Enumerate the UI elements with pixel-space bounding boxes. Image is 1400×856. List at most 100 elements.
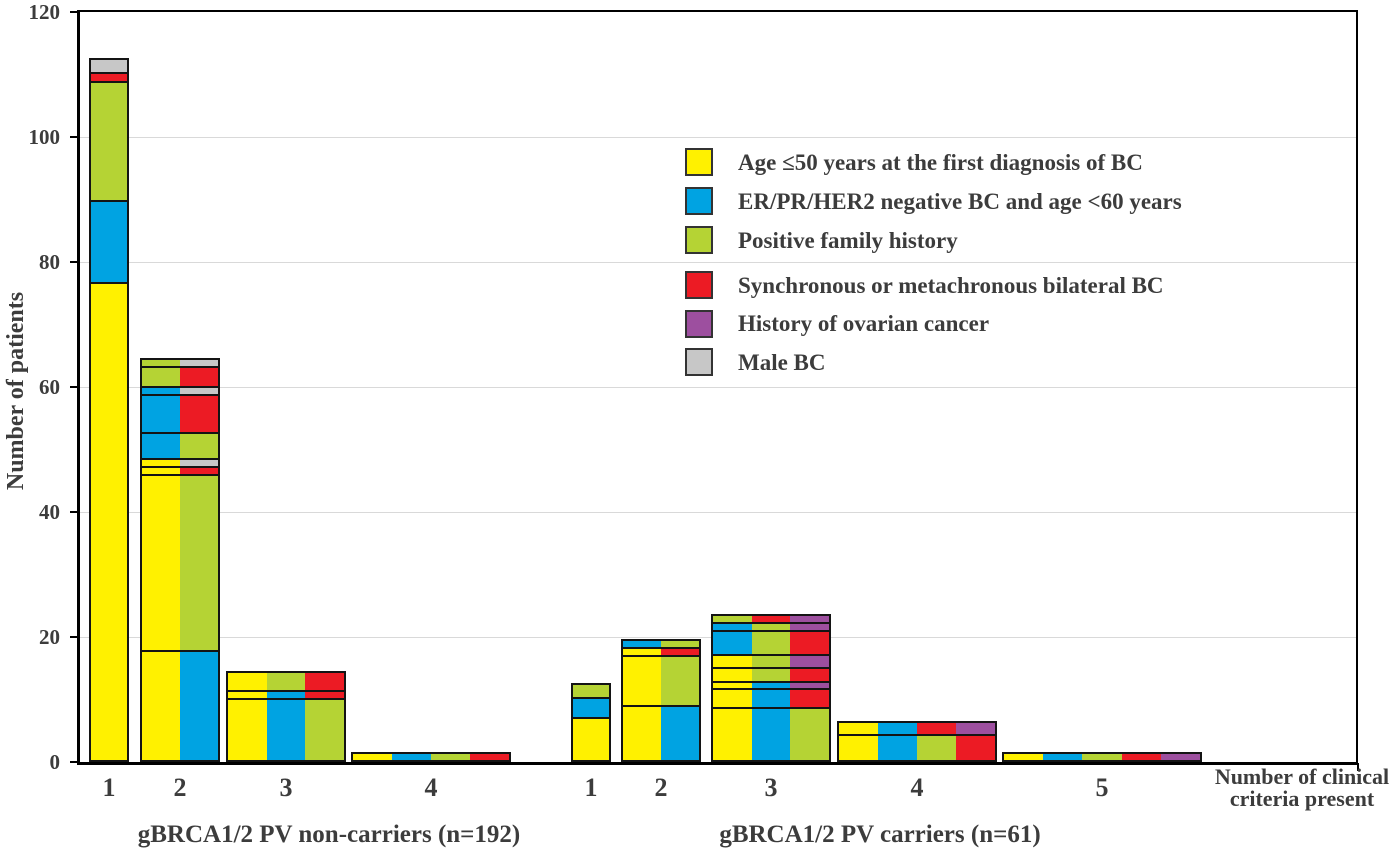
legend-label-family: Positive family history bbox=[738, 227, 958, 253]
bar-segment-ovarian bbox=[790, 616, 830, 622]
bar-segment-age50 bbox=[713, 656, 752, 668]
bar-band-family+bilateral+ovarian bbox=[713, 616, 830, 622]
bar-group1-criteria1 bbox=[89, 58, 129, 762]
bar-band-age50+bilateral bbox=[623, 647, 699, 656]
gridline-40 bbox=[80, 512, 1356, 513]
bar-group1-criteria3 bbox=[226, 670, 346, 762]
bar-segment-erprher2 bbox=[751, 682, 791, 689]
x-tick-group1-4: 4 bbox=[424, 773, 438, 802]
bar-band-age50+erprher2+ovarian bbox=[713, 680, 830, 689]
legend-swatch-age50 bbox=[685, 148, 713, 176]
legend-item-bilateral: Synchronous or metachronous bilateral BC bbox=[685, 271, 1164, 299]
bar-segment-erprher2 bbox=[751, 690, 791, 708]
bar-segment-bilateral bbox=[956, 736, 995, 760]
x-axis-title-line1: Number of clinical bbox=[1214, 764, 1390, 789]
bar-segment-erprher2 bbox=[751, 709, 791, 760]
bar-segment-age50 bbox=[839, 722, 878, 735]
bar-segment-bilateral bbox=[305, 692, 345, 699]
legend-item-erprher2: ER/PR/HER2 negative BC and age <60 years bbox=[685, 187, 1182, 215]
gridline-80 bbox=[80, 262, 1356, 263]
bar-segment-bilateral bbox=[790, 690, 830, 708]
legend-item-age50: Age ≤50 years at the first diagnosis of … bbox=[685, 148, 1143, 176]
x-tick-group2-1: 1 bbox=[584, 773, 598, 802]
legend-swatch-ovarian bbox=[685, 309, 713, 338]
bar-segment-family bbox=[751, 669, 791, 681]
bar-segment-family bbox=[751, 623, 791, 630]
bar-band-age50+erprher2+family+bilateral bbox=[353, 753, 509, 760]
bar-segment-family bbox=[917, 736, 956, 760]
bar-band-age50+erprher2 bbox=[142, 650, 218, 760]
bar-band-age50+erprher2 bbox=[623, 704, 699, 760]
gridline-60 bbox=[80, 387, 1356, 388]
plot-area bbox=[77, 10, 1358, 765]
bar-band-erprher2+family bbox=[142, 432, 218, 458]
bar-segment-age50 bbox=[623, 649, 661, 656]
bar-band-age50+erprher2+family bbox=[228, 698, 345, 760]
x-tick-group1-3: 3 bbox=[279, 773, 293, 802]
bar-segment-bilateral bbox=[180, 368, 218, 386]
y-tick-label-40: 40 bbox=[39, 500, 60, 524]
bar-segment-male bbox=[180, 388, 218, 394]
y-tick-mark-20 bbox=[70, 636, 77, 638]
bar-band-erprher2 bbox=[91, 199, 127, 283]
bar-segment-bilateral bbox=[305, 672, 345, 691]
x-axis-title: Number of clinical criteria present bbox=[1204, 766, 1400, 810]
bar-segment-male bbox=[91, 60, 127, 73]
bar-segment-age50 bbox=[142, 652, 180, 760]
bar-band-age50+erprher2+family+bilateral bbox=[839, 734, 995, 760]
bar-segment-family bbox=[751, 631, 791, 655]
bar-segment-erprher2 bbox=[142, 434, 180, 458]
y-tick-mark-100 bbox=[70, 136, 77, 138]
bar-segment-bilateral bbox=[1121, 753, 1161, 760]
y-tick-mark-0 bbox=[70, 761, 77, 763]
legend-item-family: Positive family history bbox=[685, 226, 958, 254]
bar-segment-age50 bbox=[91, 284, 127, 760]
group-label-carriers: gBRCA1/2 PV carriers (n=61) bbox=[719, 821, 1041, 848]
bar-band-male bbox=[91, 60, 127, 73]
bar-segment-bilateral bbox=[91, 74, 127, 81]
bar-segment-family bbox=[751, 656, 791, 668]
bar-segment-erprher2 bbox=[142, 388, 180, 394]
bar-segment-family bbox=[790, 709, 830, 760]
bar-segment-age50 bbox=[142, 460, 180, 466]
x-tick-group2-4: 4 bbox=[910, 773, 924, 802]
bar-segment-male bbox=[180, 360, 218, 366]
x-tick-group1-2: 2 bbox=[173, 773, 187, 802]
legend-swatch-male bbox=[685, 348, 713, 376]
bar-band-age50+family+bilateral bbox=[228, 672, 345, 691]
bar-segment-family bbox=[573, 685, 609, 697]
bar-segment-erprher2 bbox=[623, 641, 661, 648]
bar-band-bilateral bbox=[91, 72, 127, 81]
bar-segment-ovarian bbox=[790, 682, 830, 689]
legend-item-ovarian: History of ovarian cancer bbox=[685, 309, 989, 338]
y-tick-label-80: 80 bbox=[39, 250, 60, 274]
bar-segment-family bbox=[91, 82, 127, 200]
bar-band-age50+family bbox=[142, 474, 218, 650]
y-tick-mark-60 bbox=[70, 386, 77, 388]
bar-group2-criteria1 bbox=[571, 683, 611, 762]
bar-segment-erprher2 bbox=[573, 698, 609, 717]
bar-segment-ovarian bbox=[956, 722, 995, 735]
y-tick-mark-40 bbox=[70, 511, 77, 513]
bar-band-age50 bbox=[573, 716, 609, 760]
bar-segment-family bbox=[661, 641, 699, 648]
bar-band-age50+family+bilateral bbox=[713, 667, 830, 681]
bar-band-age50+male bbox=[142, 458, 218, 466]
bar-segment-age50 bbox=[713, 669, 752, 681]
bar-band-erprher2+bilateral bbox=[142, 394, 218, 432]
bar-segment-bilateral bbox=[661, 649, 699, 656]
bar-segment-erprher2 bbox=[878, 736, 917, 760]
bar-segment-bilateral bbox=[917, 722, 956, 735]
bar-band-family bbox=[91, 80, 127, 200]
bar-segment-male bbox=[180, 460, 218, 466]
x-axis-end-tick bbox=[1357, 763, 1359, 771]
bar-segment-bilateral bbox=[180, 468, 218, 474]
bar-segment-ovarian bbox=[790, 656, 830, 668]
bar-band-erprher2+family+bilateral bbox=[713, 629, 830, 655]
bar-band-age50+bilateral bbox=[142, 466, 218, 474]
bar-segment-ovarian bbox=[790, 623, 830, 630]
bar-band-erprher2+male bbox=[142, 386, 218, 394]
bar-band-erprher2+family bbox=[623, 641, 699, 648]
bar-segment-family bbox=[713, 616, 752, 622]
